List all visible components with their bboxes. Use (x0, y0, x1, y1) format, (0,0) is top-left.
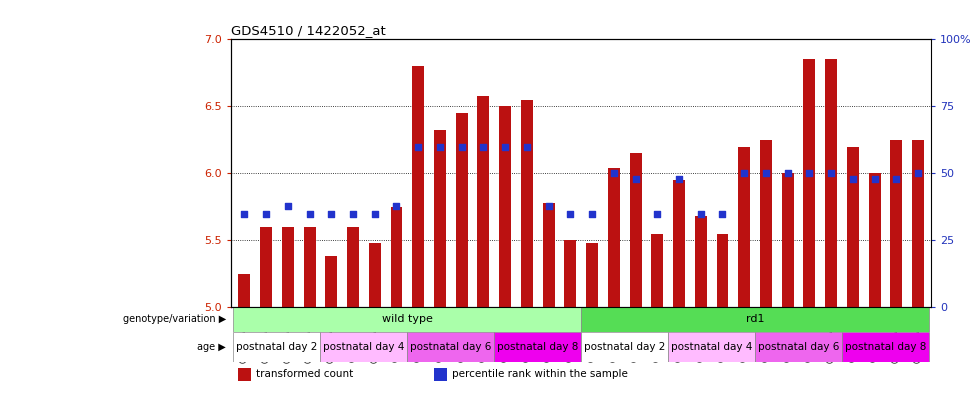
Text: postnatal day 6: postnatal day 6 (410, 342, 491, 352)
Bar (408, 332, 494, 362)
Point (563, 210, 578, 217)
Point (715, 210, 730, 217)
Bar (321, 332, 408, 362)
Bar (586, 243, 598, 307)
Bar (869, 173, 880, 307)
Bar (668, 332, 755, 362)
Bar (233, 332, 321, 362)
Text: postnatal day 8: postnatal day 8 (497, 342, 578, 352)
Point (324, 210, 339, 217)
Bar (347, 227, 359, 307)
Bar (651, 234, 663, 307)
Bar (543, 203, 555, 307)
Bar (434, 130, 446, 307)
Point (911, 170, 926, 176)
Text: transformed count: transformed count (255, 369, 353, 379)
Text: postnatal day 2: postnatal day 2 (236, 342, 318, 352)
Bar (890, 140, 902, 307)
Point (389, 202, 405, 209)
Point (345, 210, 361, 217)
Text: age ▶: age ▶ (197, 342, 226, 352)
Point (410, 143, 426, 150)
Point (258, 210, 274, 217)
Point (432, 143, 448, 150)
Text: wild type: wild type (382, 314, 433, 325)
Point (367, 210, 382, 217)
Point (867, 176, 882, 182)
Point (888, 176, 904, 182)
Text: postnatal day 6: postnatal day 6 (758, 342, 839, 352)
Bar (521, 99, 533, 307)
Point (237, 210, 253, 217)
Text: genotype/variation ▶: genotype/variation ▶ (123, 314, 226, 325)
Text: postnatal day 4: postnatal day 4 (671, 342, 753, 352)
Point (541, 202, 557, 209)
Point (606, 170, 622, 176)
Point (759, 170, 774, 176)
Bar (842, 332, 929, 362)
Bar (282, 227, 293, 307)
Point (649, 210, 665, 217)
Text: rd1: rd1 (746, 314, 764, 325)
Bar (581, 307, 929, 332)
Point (780, 170, 796, 176)
Bar (581, 332, 668, 362)
Bar (233, 307, 581, 332)
Bar (912, 140, 924, 307)
Bar (391, 207, 403, 307)
Bar (565, 241, 576, 307)
Point (628, 176, 644, 182)
Bar (303, 227, 316, 307)
Bar (803, 59, 815, 307)
Text: GDS4510 / 1422052_at: GDS4510 / 1422052_at (231, 24, 386, 37)
Text: postnatal day 4: postnatal day 4 (323, 342, 405, 352)
Bar (630, 153, 642, 307)
Bar (478, 95, 489, 307)
Bar (760, 140, 772, 307)
Bar (695, 216, 707, 307)
Bar (755, 332, 842, 362)
Point (497, 143, 513, 150)
Point (476, 143, 491, 150)
Bar (238, 274, 251, 307)
Bar (782, 173, 794, 307)
Bar (717, 234, 728, 307)
Bar (499, 107, 511, 307)
Bar (260, 227, 272, 307)
Point (693, 210, 709, 217)
Point (280, 202, 295, 209)
Point (519, 143, 534, 150)
Point (801, 170, 817, 176)
Bar (673, 180, 685, 307)
Text: postnatal day 2: postnatal day 2 (584, 342, 665, 352)
Bar (494, 332, 581, 362)
Point (671, 176, 686, 182)
Point (736, 170, 752, 176)
Point (845, 176, 861, 182)
Bar (738, 147, 750, 307)
Text: postnatal day 8: postnatal day 8 (844, 342, 926, 352)
Bar (238, 367, 251, 381)
Bar (607, 168, 620, 307)
Bar (369, 243, 380, 307)
Point (454, 143, 470, 150)
Bar (434, 367, 447, 381)
Point (301, 210, 317, 217)
Point (823, 170, 838, 176)
Bar (847, 147, 859, 307)
Bar (326, 257, 337, 307)
Point (584, 210, 600, 217)
Bar (412, 66, 424, 307)
Bar (825, 59, 838, 307)
Bar (455, 113, 468, 307)
Text: percentile rank within the sample: percentile rank within the sample (451, 369, 628, 379)
